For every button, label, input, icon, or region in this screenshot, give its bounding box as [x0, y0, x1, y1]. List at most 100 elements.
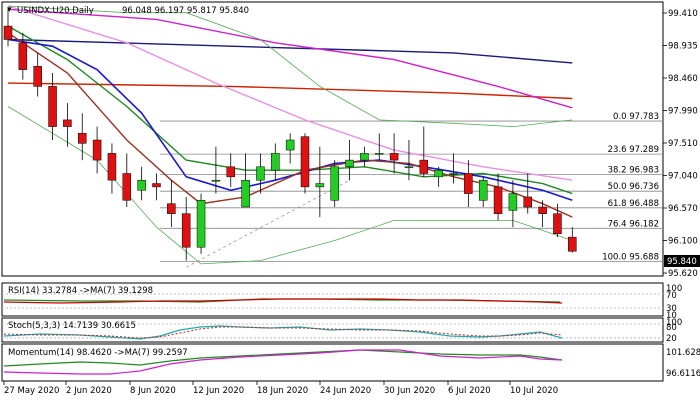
candle-bullish: [211, 179, 221, 182]
fib-level-label: 100.0 95.688: [602, 252, 659, 262]
momentum-axis-high: 101.6286: [666, 348, 700, 358]
candle-bullish: [285, 139, 295, 151]
candle-bullish: [315, 183, 325, 188]
price-tick-label: 96.570: [668, 204, 698, 214]
candle-bullish: [449, 173, 458, 175]
time-axis[interactable]: 27 May 2020 2 Jun 2020 8 Jun 2020 12 Jun 20…: [3, 381, 558, 396]
current-price-tag: [664, 255, 700, 267]
price-axis[interactable]: 99.410 98.935 98.460 97.990 97.510 97.040 96.5…: [663, 9, 698, 279]
candle-bullish: [256, 166, 265, 181]
candle-bullish: [375, 153, 384, 155]
fib-level-label: 0.0 97.783: [613, 112, 659, 122]
candle-bearish: [389, 153, 399, 161]
fib-level-label: 23.6 97.289: [608, 145, 659, 155]
candle-bearish: [181, 213, 191, 248]
stoch-label: Stoch(5,3,3) 14.7139 30.6615: [8, 321, 136, 331]
fibonacci-levels: 0.0 97.783 23.6 97.289 38.2 96.983 50.0 96.…: [160, 112, 663, 262]
candle-bearish: [538, 206, 547, 214]
momentum-ma-line: [3, 349, 563, 367]
momentum-label: Momentum(14) 98.4620 ->MA(7) 99.2597: [8, 348, 188, 358]
time-tick-label: 24 Jun 2020: [320, 386, 371, 396]
candle-bearish: [152, 183, 161, 188]
candle-bearish: [300, 136, 310, 188]
stoch-k-line: [3, 325, 563, 340]
candle-bullish: [196, 200, 206, 248]
candle-bullish: [330, 166, 339, 201]
candle-bearish: [18, 42, 28, 70]
time-tick-label: 10 Jul 2020: [510, 386, 558, 396]
price-tick-label: 96.100: [668, 237, 698, 247]
time-tick-label: 8 Jun 2020: [130, 386, 176, 396]
ohlc-values: 96.048 96.197 95.817 95.840: [122, 6, 249, 16]
candle-bearish: [33, 66, 42, 87]
time-tick-label: 2 Jun 2020: [66, 386, 112, 396]
symbol-label: USINDX.U20,Daily: [17, 6, 94, 16]
stoch-axis-80: 80: [666, 323, 677, 333]
candle-bearish: [167, 203, 176, 214]
stoch-axis-top: 100: [666, 318, 682, 328]
time-tick-label: 18 Jun 2020: [257, 386, 308, 396]
rsi-line: [3, 298, 563, 304]
collapse-triangle-icon[interactable]: ▾: [7, 5, 12, 15]
candle-bearish: [48, 86, 57, 127]
time-tick-label: 30 Jun 2020: [384, 386, 435, 396]
rsi-panel[interactable]: [1, 282, 664, 317]
ma-line-magenta: [7, 8, 573, 109]
candle-bearish: [122, 173, 132, 201]
candle-bearish: [107, 153, 117, 181]
candle-bullish: [434, 169, 443, 178]
ma-line-navy: [7, 38, 573, 64]
ma-line-bb_up: [7, 5, 573, 128]
price-panel[interactable]: [1, 1, 664, 277]
rsi-axis-10: 10: [666, 311, 677, 321]
time-tick-label: 12 Jun 2020: [193, 386, 244, 396]
candle-bullish: [241, 179, 250, 208]
time-tick-label: 6 Jul 2020: [448, 386, 491, 396]
stoch-axis-20: 20: [666, 334, 677, 344]
candle-bearish: [553, 213, 562, 235]
time-tick-label: 27 May 2020: [4, 386, 59, 396]
candle-bullish: [271, 153, 280, 171]
ma-line-red: [7, 82, 573, 100]
fib-level-label: 61.8 96.488: [608, 199, 659, 209]
rsi-axis-30: 30: [666, 304, 677, 314]
candle-bearish: [226, 166, 235, 178]
ma-line-pink: [7, 5, 573, 181]
price-tick-label: 97.510: [668, 139, 698, 149]
momentum-line: [3, 349, 563, 375]
candle-bearish: [523, 196, 532, 208]
fib-level-label: 50.0 96.736: [608, 182, 659, 192]
current-price-value: 95.840: [667, 257, 697, 267]
rsi-axis-70: 70: [666, 291, 677, 301]
momentum-panel[interactable]: [1, 343, 664, 382]
candle-bearish: [568, 236, 577, 252]
candle-bullish: [360, 153, 369, 161]
rsi-label: RSI(14) 33.2784 ->MA(7) 39.1298: [8, 286, 153, 296]
candle-bearish: [78, 133, 87, 144]
stoch-d-line: [3, 326, 563, 339]
candle-bearish: [493, 186, 503, 214]
fib-level-label: 76.4 96.182: [608, 219, 659, 229]
price-tick-label: 95.620: [668, 269, 698, 279]
price-tick-label: 98.460: [668, 74, 698, 84]
momentum-axis-low: 96.6116: [666, 369, 700, 379]
candle-bearish: [92, 139, 102, 161]
candle-bullish: [508, 193, 518, 211]
candle-bearish: [464, 173, 473, 194]
candle-bearish: [63, 119, 72, 127]
candlesticks: [3, 9, 577, 261]
price-tick-label: 97.040: [668, 172, 698, 182]
ma-line-dashed: [186, 179, 350, 268]
candle-bullish: [404, 166, 414, 169]
price-tick-label: 98.935: [668, 42, 698, 52]
rsi-axis-top: 100: [666, 284, 682, 294]
price-tick-label: 97.990: [668, 107, 698, 117]
fib-level-label: 38.2 96.983: [608, 166, 659, 176]
candle-bearish: [3, 25, 13, 40]
candle-bullish: [345, 159, 354, 168]
candle-bullish: [137, 179, 146, 191]
price-tick-label: 99.410: [668, 9, 698, 19]
candle-bearish: [419, 159, 429, 174]
candle-bullish: [478, 179, 488, 201]
